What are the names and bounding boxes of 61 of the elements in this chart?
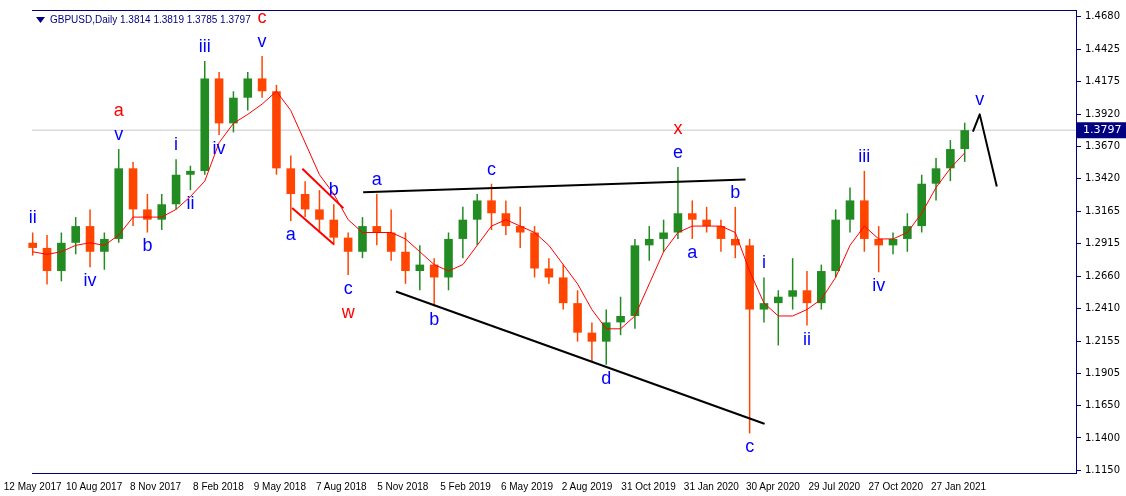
x-tick-label: 29 Jul 2020 — [808, 480, 861, 492]
annotation: i — [761, 252, 766, 273]
annotation: iv — [83, 270, 97, 291]
annotation: iv — [872, 275, 886, 296]
x-tick-label: 5 Feb 2019 — [440, 480, 492, 492]
annotation: c — [343, 277, 353, 298]
annotation: ii — [186, 193, 195, 214]
y-tick-label: 1.2155 — [1085, 334, 1121, 346]
annotation: d — [601, 367, 612, 388]
y-tick-label: 1.4175 — [1085, 75, 1121, 87]
annotation: ii — [28, 207, 37, 228]
annotation: iv — [212, 137, 226, 158]
annotation: ii — [802, 328, 811, 349]
x-tick-label: 30 Apr 2020 — [745, 480, 801, 492]
y-tick-label: 1.4425 — [1085, 43, 1121, 55]
y-tick-label: 1.3420 — [1085, 172, 1121, 184]
ref-line-label: 1.3797 — [1083, 123, 1122, 137]
annotation: x — [673, 118, 683, 138]
y-tick-label: 1.1400 — [1085, 431, 1121, 443]
y-tick-label: 1.3920 — [1085, 107, 1121, 119]
annotation: b — [429, 309, 440, 330]
x-tick-label: 9 May 2018 — [253, 480, 307, 492]
y-tick-label: 1.4680 — [1085, 10, 1121, 22]
y-tick-label: 1.2410 — [1085, 301, 1121, 313]
annotation: w — [340, 301, 356, 322]
annotation: iii — [858, 145, 871, 166]
y-tick-label: 1.1150 — [1085, 463, 1121, 475]
annotation: a — [371, 168, 383, 189]
x-tick-label: 8 Feb 2018 — [193, 480, 245, 492]
annotation: b — [142, 235, 153, 256]
annotation: i — [174, 134, 179, 155]
x-tick-label: 10 Aug 2017 — [66, 480, 123, 492]
x-tick-label: 5 Nov 2018 — [377, 480, 429, 492]
annotation: e — [672, 142, 683, 162]
x-tick-label: 27 Jan 2021 — [931, 480, 987, 492]
x-tick-label: 31 Oct 2019 — [621, 480, 677, 492]
annotation: a — [687, 241, 699, 262]
x-tick-label: 6 May 2019 — [500, 480, 554, 492]
annotation: c — [487, 158, 497, 179]
annotation: v — [257, 30, 267, 51]
y-tick-label: 1.1650 — [1085, 399, 1121, 411]
x-tick-label: 31 Jan 2020 — [683, 480, 740, 492]
x-tick-label: 12 May 2017 — [3, 480, 63, 492]
y-tick-label: 1.2915 — [1085, 237, 1121, 249]
y-tick-label: 1.1905 — [1085, 366, 1121, 378]
x-tick-label: 27 Oct 2020 — [868, 480, 924, 492]
annotation: b — [730, 181, 741, 202]
annotation: v — [975, 89, 985, 110]
annotation: c — [257, 6, 267, 27]
x-tick-label: 2 Aug 2019 — [561, 480, 613, 492]
annotation: a — [113, 100, 125, 121]
annotation: a — [285, 223, 297, 244]
annotation: c — [745, 436, 755, 457]
y-tick-label: 1.3165 — [1085, 204, 1121, 216]
x-tick-label: 7 Aug 2018 — [316, 480, 368, 492]
y-tick-label: 1.2660 — [1085, 269, 1121, 281]
annotation: iii — [198, 36, 211, 57]
annotation: v — [114, 124, 124, 145]
chart-title: GBPUSD,Daily 1.3814 1.3819 1.3785 1.3797 — [50, 14, 251, 25]
x-tick-label: 8 Nov 2017 — [130, 480, 182, 492]
y-tick-label: 1.3670 — [1085, 140, 1121, 152]
